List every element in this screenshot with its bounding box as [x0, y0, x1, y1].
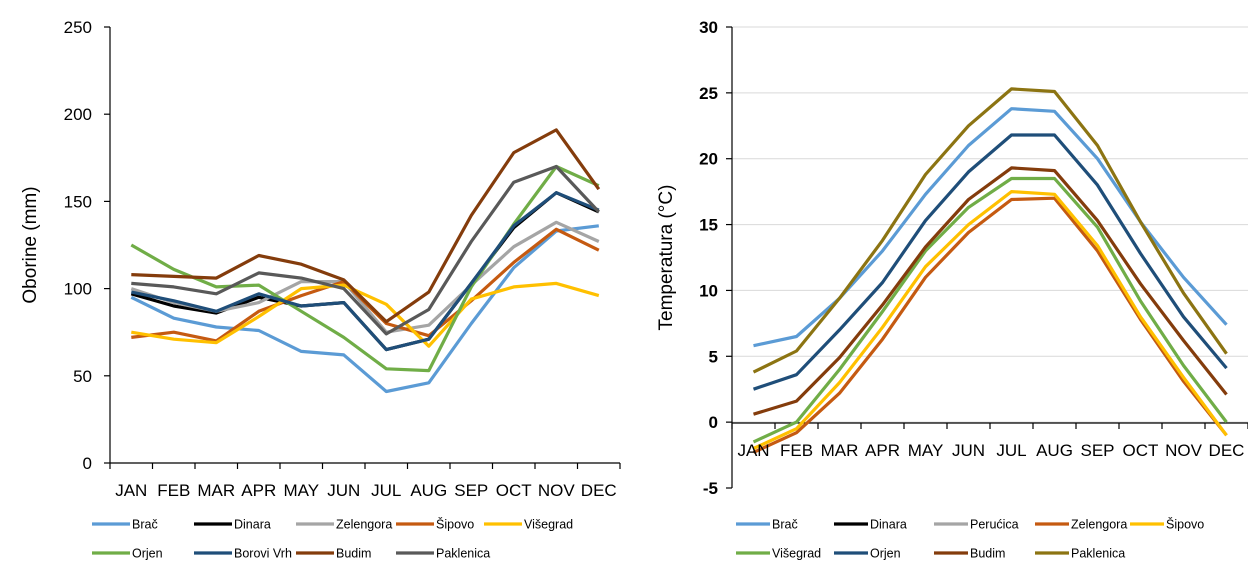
y-tick-label: 5: [709, 347, 718, 366]
legend-label: Dinara: [870, 518, 907, 532]
series-line: [753, 107, 1228, 348]
x-tick-label: OCT: [1123, 441, 1159, 460]
series-line: [753, 166, 1228, 416]
legend-label: Orjen: [132, 547, 163, 561]
y-tick-label: 0: [709, 413, 718, 432]
x-tick-label: JAN: [737, 441, 769, 460]
series-line: [131, 128, 601, 324]
y-tick-label: 150: [64, 192, 92, 211]
x-tick-label: SEP: [1080, 441, 1114, 460]
y-tick-label: 25: [699, 84, 718, 103]
y-tick-label: 250: [64, 18, 92, 37]
series-line: [130, 164, 600, 373]
legend-label: Budim: [970, 547, 1005, 561]
x-tick-label: JUN: [327, 481, 360, 500]
y-tick-label: 100: [64, 280, 92, 299]
x-tick-label: JUL: [371, 481, 401, 500]
x-tick-label: APR: [865, 441, 900, 460]
x-tick-label: DEC: [581, 481, 617, 500]
legend-label: Paklenica: [1071, 547, 1125, 561]
legend-label: Zelengora: [1071, 518, 1127, 532]
y-tick-label: 200: [64, 105, 92, 124]
x-tick-label: FEB: [157, 481, 190, 500]
x-tick-label: NOV: [1165, 441, 1203, 460]
x-tick-label: MAR: [821, 441, 859, 460]
x-tick-label: MAR: [197, 481, 235, 500]
y-tick-label: -5: [703, 479, 718, 498]
x-tick-label: AUG: [410, 481, 447, 500]
x-tick-label: JUN: [952, 441, 985, 460]
series-line: [130, 191, 600, 352]
x-tick-label: NOV: [538, 481, 576, 500]
y-tick-label: 10: [699, 281, 718, 300]
legend-label: Perućica: [970, 518, 1019, 532]
x-tick-label: AUG: [1036, 441, 1073, 460]
x-tick-label: FEB: [780, 441, 813, 460]
legend-label: Brač: [772, 518, 798, 532]
y-tick-label: 30: [699, 18, 718, 37]
series-line: [752, 190, 1228, 450]
legend-label: Paklenica: [436, 547, 490, 561]
x-tick-label: MAY: [283, 481, 319, 500]
y-axis-title: Oborine (mm): [20, 186, 41, 303]
y-tick-label: 15: [699, 216, 718, 235]
temperature-chart: -5 0 5 10 15 20 25 30 Temperatura (°C) JAN FEB MAR A…: [656, 18, 1248, 561]
legend-label: Višegrad: [772, 547, 821, 561]
series-line: [130, 224, 599, 394]
legend-label: Budim: [336, 547, 371, 561]
y-axis-title: Temperatura (°C): [656, 185, 677, 331]
x-tick-label: SEP: [454, 481, 488, 500]
y-tick-label: 50: [73, 367, 92, 386]
series-line: [752, 87, 1228, 374]
series-line: [752, 133, 1228, 391]
y-tick-label: 20: [699, 150, 718, 169]
x-tick-label: APR: [241, 481, 276, 500]
legend-label: Orjen: [870, 547, 901, 561]
legend-label: Šipovo: [436, 517, 474, 532]
legend-label: Brač: [132, 518, 158, 532]
legend-label: Dinara: [234, 518, 271, 532]
precipitation-chart: 0 50 100 150 200 250 Oborine (mm) JAN FEB MAR APR M…: [20, 18, 621, 561]
y-tick-label: 0: [83, 454, 92, 473]
legend-label: Višegrad: [524, 518, 573, 532]
series-line: [752, 176, 1228, 444]
x-tick-label: OCT: [496, 481, 532, 500]
legend-label: Borovi Vrh: [234, 547, 292, 561]
x-tick-label: JUL: [996, 441, 1026, 460]
x-tick-label: DEC: [1209, 441, 1245, 460]
legend-label: Šipovo: [1166, 517, 1204, 532]
series-line: [752, 196, 1228, 454]
x-tick-label: MAY: [908, 441, 944, 460]
series-line: [131, 164, 600, 336]
series-line: [131, 281, 600, 348]
x-tick-label: JAN: [115, 481, 147, 500]
legend-label: Zelengora: [336, 518, 392, 532]
